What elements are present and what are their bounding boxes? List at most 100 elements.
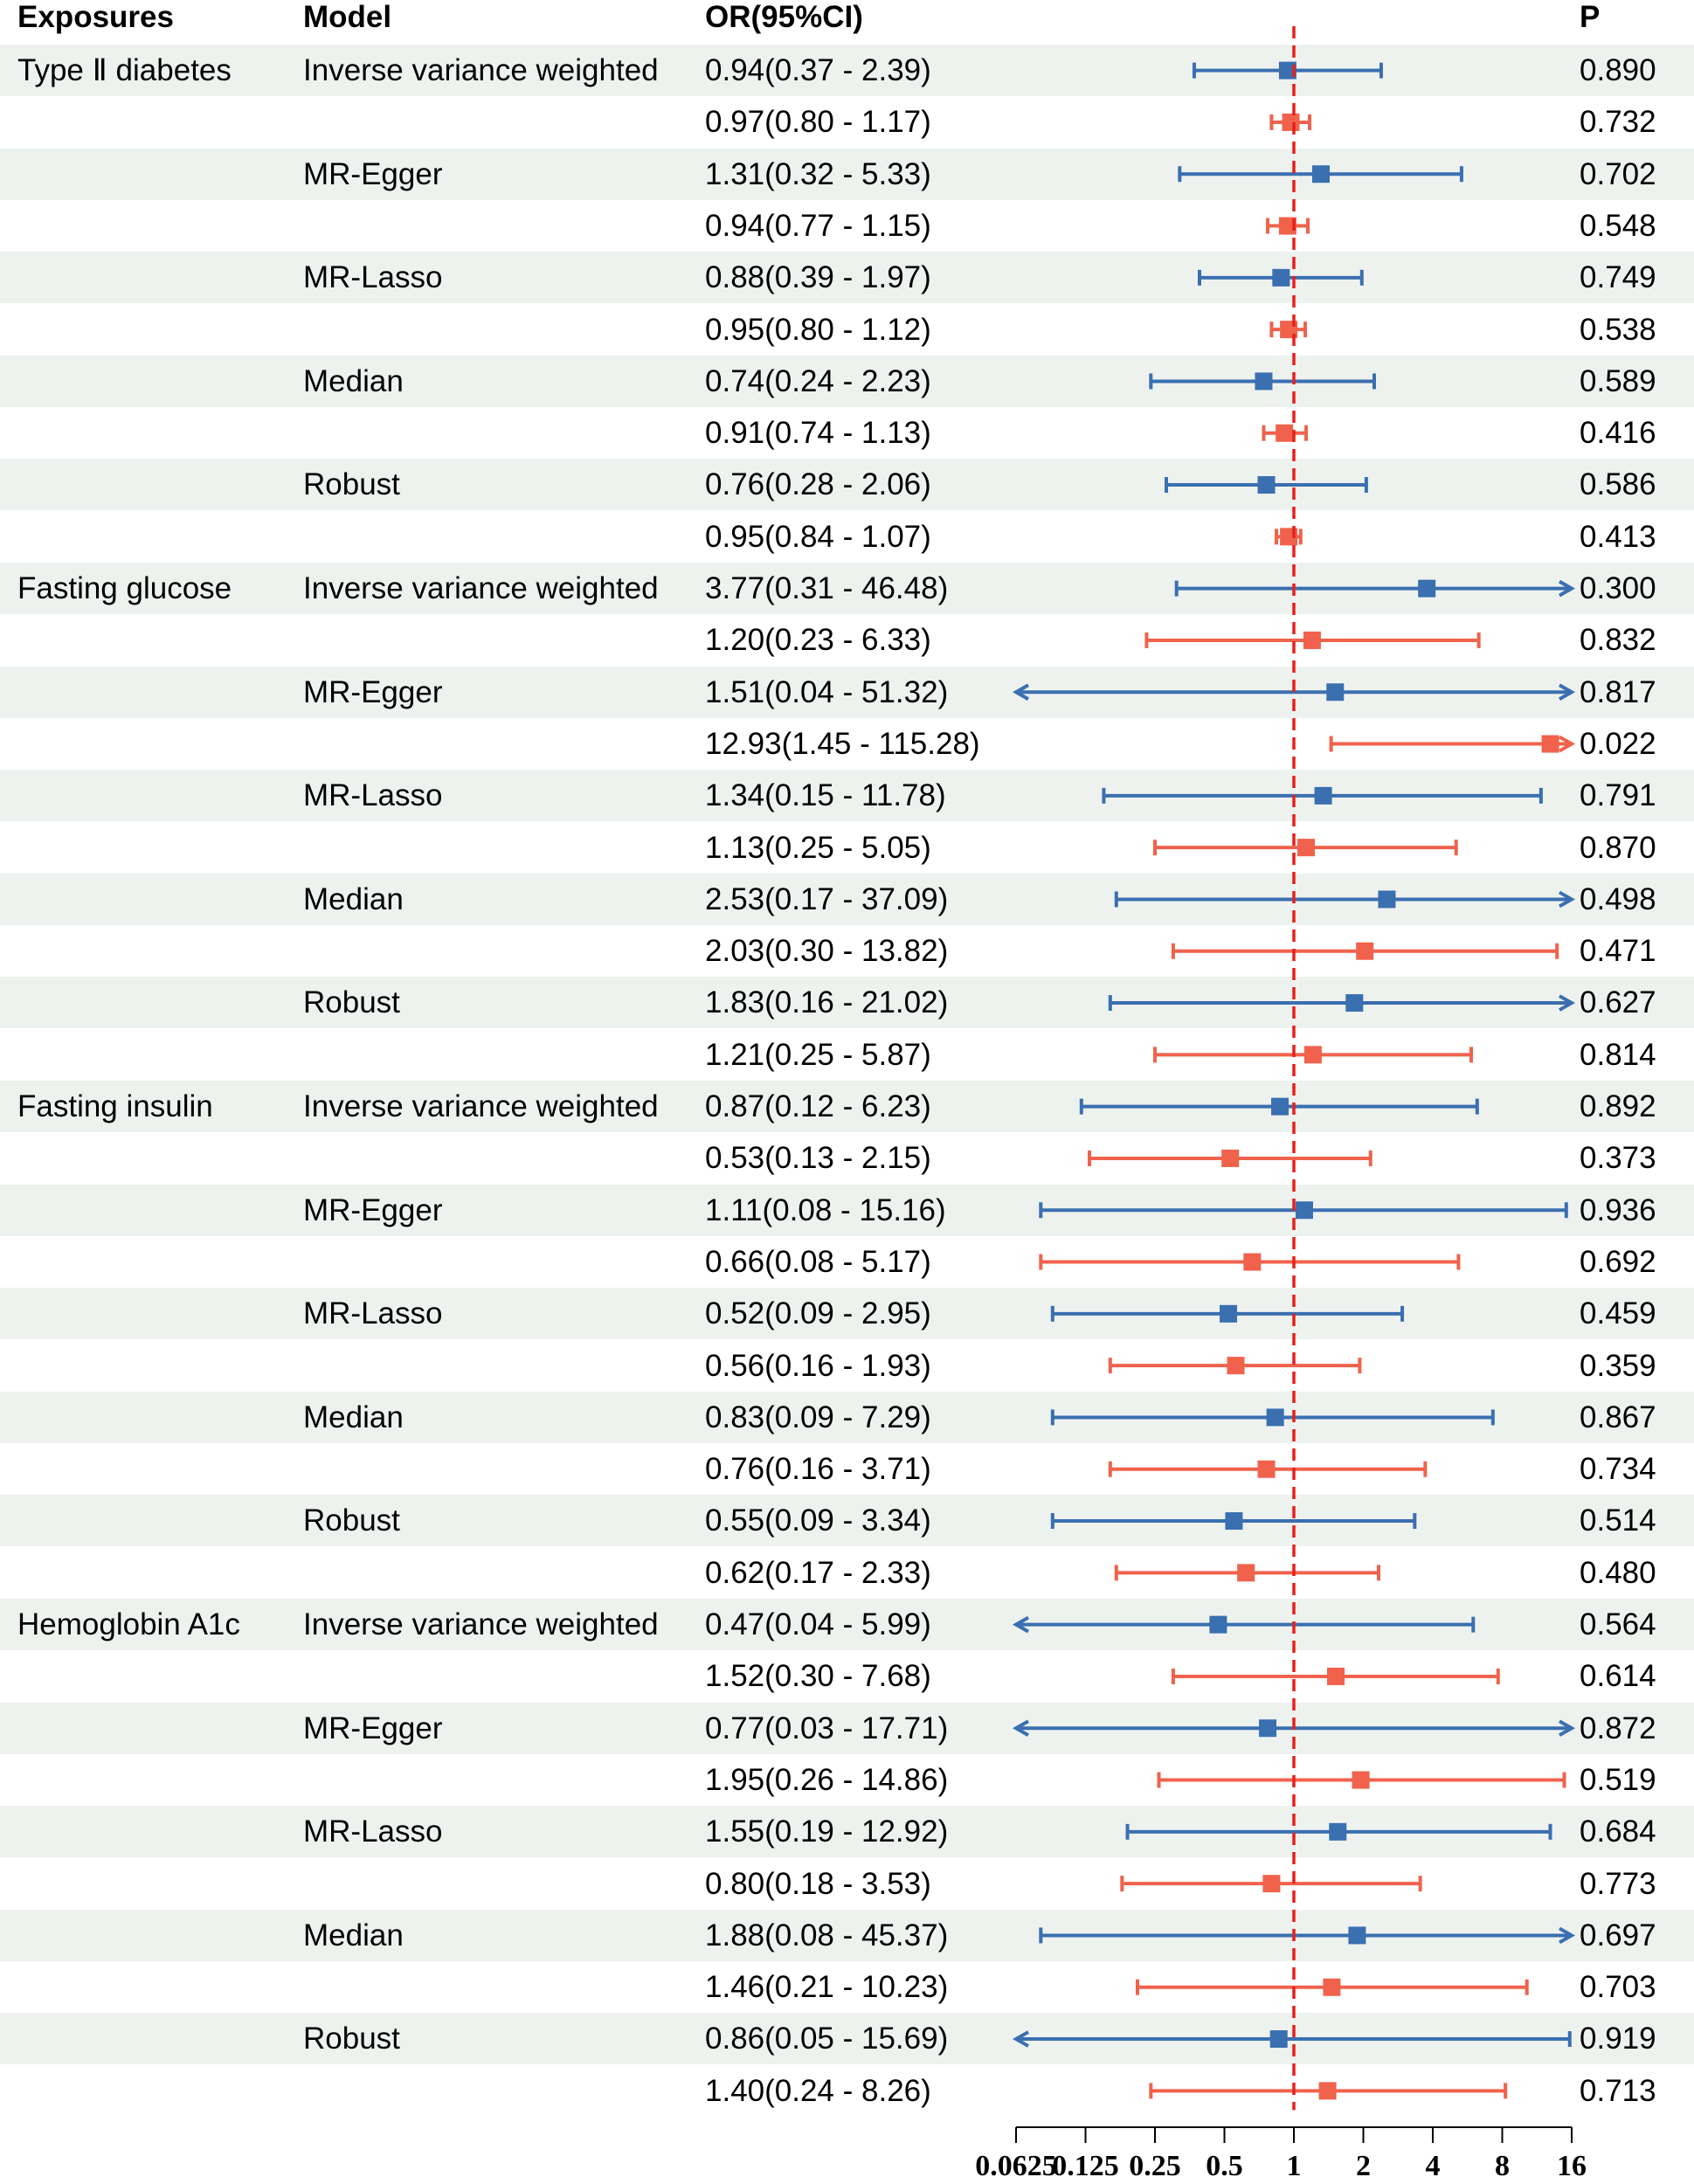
or-ci-value: 0.52(0.09 - 2.95) xyxy=(705,1296,931,1331)
or-ci-value: 12.93(1.45 - 115.28) xyxy=(705,726,980,761)
table-row: 0.97(0.80 - 1.17) 0.732 xyxy=(0,96,1694,148)
table-row: 0.53(0.13 - 2.15) 0.373 xyxy=(0,1132,1694,1184)
point-estimate xyxy=(1262,1875,1281,1893)
point-estimate xyxy=(1314,786,1332,805)
model-label: Inverse variance weighted xyxy=(303,1089,659,1123)
p-value: 0.564 xyxy=(1580,1607,1656,1641)
model-label: MR-Egger xyxy=(303,1711,443,1745)
or-ci-value: 0.91(0.74 - 1.13) xyxy=(705,416,931,451)
table-row: MR-Lasso 0.88(0.39 - 1.97) 0.749 xyxy=(0,252,1694,304)
model-label: MR-Lasso xyxy=(303,260,443,295)
p-value: 0.713 xyxy=(1580,2073,1656,2108)
table-row: 0.66(0.08 - 5.17) 0.692 xyxy=(0,1236,1694,1288)
point-estimate xyxy=(1282,113,1300,131)
point-estimate xyxy=(1269,2030,1288,2049)
ci-arrow-left xyxy=(1012,1719,1029,1737)
or-ci-value: 1.88(0.08 - 45.37) xyxy=(705,1918,949,1952)
point-estimate xyxy=(1221,1149,1240,1167)
point-estimate xyxy=(1243,1253,1262,1271)
model-label: Robust xyxy=(303,467,400,502)
model-label: Robust xyxy=(303,2022,400,2056)
point-estimate xyxy=(1259,1719,1277,1738)
table-row: 0.80(0.18 - 3.53) 0.773 xyxy=(0,1858,1694,1910)
point-estimate xyxy=(1378,890,1396,909)
exposure-label: Fasting glucose xyxy=(17,571,232,605)
model-label: Inverse variance weighted xyxy=(303,53,659,87)
ci-arrow-right xyxy=(1559,1926,1576,1945)
x-tick-label: 0.0625 xyxy=(975,2150,1057,2182)
table-row: MR-Lasso 0.52(0.09 - 2.95) 0.459 xyxy=(0,1288,1694,1340)
p-value: 0.022 xyxy=(1580,726,1656,761)
point-estimate xyxy=(1345,994,1364,1013)
or-ci-value: 0.83(0.09 - 7.29) xyxy=(705,1400,931,1434)
point-estimate xyxy=(1303,631,1321,649)
ci-arrow-right xyxy=(1559,735,1576,753)
or-ci-value: 0.88(0.39 - 1.97) xyxy=(705,260,931,295)
model-label: MR-Lasso xyxy=(303,778,443,813)
model-label: MR-Egger xyxy=(303,674,443,709)
p-value: 0.586 xyxy=(1580,467,1656,502)
point-estimate xyxy=(1311,165,1330,183)
table-row: 1.95(0.26 - 14.86) 0.519 xyxy=(0,1754,1694,1806)
or-ci-value: 1.20(0.23 - 6.33) xyxy=(705,623,931,658)
point-estimate xyxy=(1225,1512,1243,1531)
or-ci-value: 1.95(0.26 - 14.86) xyxy=(705,1762,949,1797)
table-row: 1.40(0.24 - 8.26) 0.713 xyxy=(0,2065,1694,2117)
table-row: 0.62(0.17 - 2.33) 0.480 xyxy=(0,1547,1694,1599)
or-ci-value: 2.03(0.30 - 13.82) xyxy=(705,934,949,969)
p-value: 0.832 xyxy=(1580,623,1656,658)
table-row: 0.95(0.80 - 1.12) 0.538 xyxy=(0,304,1694,356)
or-ci-value: 1.21(0.25 - 5.87) xyxy=(705,1037,931,1072)
table-row: Type Ⅱ diabetes Inverse variance weighted… xyxy=(0,45,1694,96)
point-estimate xyxy=(1326,683,1345,702)
or-ci-value: 2.53(0.17 - 37.09) xyxy=(705,881,949,916)
model-label: Median xyxy=(303,881,404,916)
point-estimate xyxy=(1219,1304,1237,1323)
table-row: Robust 0.76(0.28 - 2.06) 0.586 xyxy=(0,459,1694,511)
model-label: Median xyxy=(303,1400,404,1434)
p-value: 0.749 xyxy=(1580,260,1656,295)
table-row: Median 0.74(0.24 - 2.23) 0.589 xyxy=(0,355,1694,407)
p-value: 0.614 xyxy=(1580,1659,1656,1694)
p-value: 0.867 xyxy=(1580,1400,1656,1434)
x-tick-label: 4 xyxy=(1426,2150,1441,2182)
table-row: Median 0.83(0.09 - 7.29) 0.867 xyxy=(0,1391,1694,1443)
table-row: 0.94(0.77 - 1.15) 0.548 xyxy=(0,200,1694,252)
x-tick-label: 8 xyxy=(1495,2150,1510,2182)
p-value: 0.702 xyxy=(1580,156,1656,191)
x-tick-label: 0.5 xyxy=(1206,2150,1243,2182)
or-ci-value: 0.95(0.80 - 1.12) xyxy=(705,312,931,347)
p-value: 0.773 xyxy=(1580,1866,1656,1901)
point-estimate xyxy=(1278,217,1296,235)
header-or: OR(95%CI) xyxy=(705,0,863,34)
or-ci-value: 1.46(0.21 - 10.23) xyxy=(705,1970,949,2005)
point-estimate xyxy=(1323,1978,1341,1996)
or-ci-value: 0.87(0.12 - 6.23) xyxy=(705,1089,931,1123)
table-row: 1.20(0.23 - 6.33) 0.832 xyxy=(0,614,1694,666)
point-estimate xyxy=(1541,735,1559,753)
or-ci-value: 3.77(0.31 - 46.48) xyxy=(705,571,949,605)
or-ci-value: 1.83(0.16 - 21.02) xyxy=(705,985,949,1020)
or-ci-value: 0.95(0.84 - 1.07) xyxy=(705,519,931,554)
table-row: 1.13(0.25 - 5.05) 0.870 xyxy=(0,822,1694,874)
p-value: 0.734 xyxy=(1580,1452,1656,1487)
p-value: 0.459 xyxy=(1580,1296,1656,1331)
model-label: MR-Lasso xyxy=(303,1814,443,1849)
x-tick-label: 2 xyxy=(1356,2150,1371,2182)
point-estimate xyxy=(1318,2082,1337,2100)
x-tick-label: 0.125 xyxy=(1052,2150,1119,2182)
header-p: P xyxy=(1580,0,1601,34)
model-label: Inverse variance weighted xyxy=(303,1607,659,1641)
table-row: 1.52(0.30 - 7.68) 0.614 xyxy=(0,1650,1694,1702)
p-value: 0.480 xyxy=(1580,1555,1656,1590)
table-row: 0.56(0.16 - 1.93) 0.359 xyxy=(0,1340,1694,1392)
p-value: 0.872 xyxy=(1580,1711,1656,1745)
p-value: 0.890 xyxy=(1580,53,1656,87)
p-value: 0.373 xyxy=(1580,1141,1656,1176)
p-value: 0.589 xyxy=(1580,363,1656,398)
table-row: Robust 0.55(0.09 - 3.34) 0.514 xyxy=(0,1495,1694,1547)
ci-arrow-right xyxy=(1559,683,1576,701)
or-ci-value: 1.55(0.19 - 12.92) xyxy=(705,1814,949,1849)
x-tick-label: 16 xyxy=(1557,2150,1587,2182)
